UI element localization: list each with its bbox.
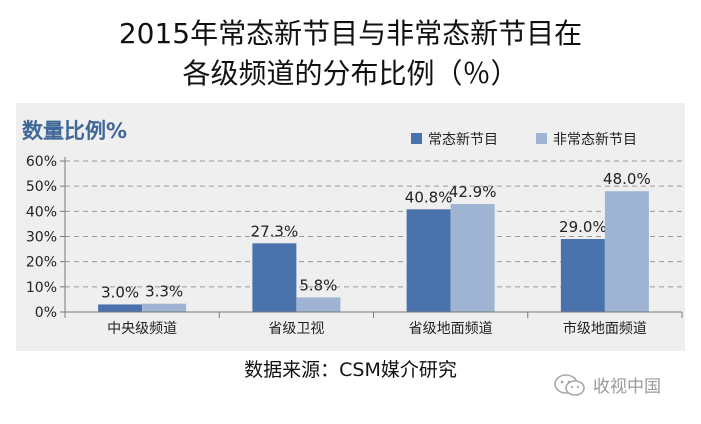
bar [406,209,451,312]
title-line-2: 各级频道的分布比例（％） [182,57,519,90]
data-label: 48.0% [603,170,651,188]
chart-subtitle: 数量比例% [22,119,127,143]
legend-swatch [411,133,422,144]
data-label: 3.0% [101,283,139,301]
watermark: 收视中国 [553,372,661,397]
bar [560,239,605,312]
data-label: 5.8% [299,276,337,294]
data-label: 27.3% [251,222,299,240]
data-source: 数据来源：CSM媒介研究 [244,359,457,381]
y-tick-label: 50% [26,179,57,195]
bar [98,304,143,312]
title-line-1: 2015年常态新节目与非常态新节目在 [118,17,583,50]
y-axis: 0% 10% 20% 30% 40% 50% 60% [26,154,66,321]
data-label: 3.3% [145,283,183,301]
legend-label: 常态新节目 [428,132,498,148]
data-label: 42.9% [449,183,497,201]
bar [296,297,341,312]
legend: 常态新节目 非常态新节目 [411,132,637,148]
bar-chart: 数量比例% 常态新节目 非常态新节目 0% 10% 20% 30% 40% 50% 60% 3… [22,119,683,337]
watermark-text: 收视中国 [593,377,661,397]
bar [450,204,495,312]
x-tick-label: 市级地面频道 [563,320,647,337]
y-tick-label: 10% [26,280,57,296]
x-tick-label: 中央级频道 [107,321,177,337]
y-tick-label: 20% [26,255,57,271]
legend-swatch [536,133,547,144]
data-label: 40.8% [405,188,453,206]
wechat-icon [554,373,585,396]
y-tick-label: 30% [26,230,57,246]
x-axis: 中央级频道 省级卫视 省级地面频道 市级地面频道 [64,311,683,337]
bar [142,303,187,312]
chart-title-block: 2015年常态新节目与非常态新节目在 各级频道的分布比例（％） [0,14,701,94]
y-tick-label: 60% [26,154,57,170]
bar [604,191,649,312]
legend-label: 非常态新节目 [553,132,637,148]
data-label: 29.0% [559,218,607,236]
x-tick-label: 省级地面频道 [409,321,493,337]
bar [252,243,297,312]
y-tick-label: 40% [26,204,57,220]
bars: 3.0% 27.3% 40.8% 29.0% 3.3% 5.8% 42.9% 48.0% [98,170,651,312]
y-tick-label: 0% [35,305,57,321]
x-tick-label: 省级卫视 [268,321,324,337]
chart-panel: 数量比例% 常态新节目 非常态新节目 0% 10% 20% 30% 40% 50% 60% 3… [16,103,685,351]
